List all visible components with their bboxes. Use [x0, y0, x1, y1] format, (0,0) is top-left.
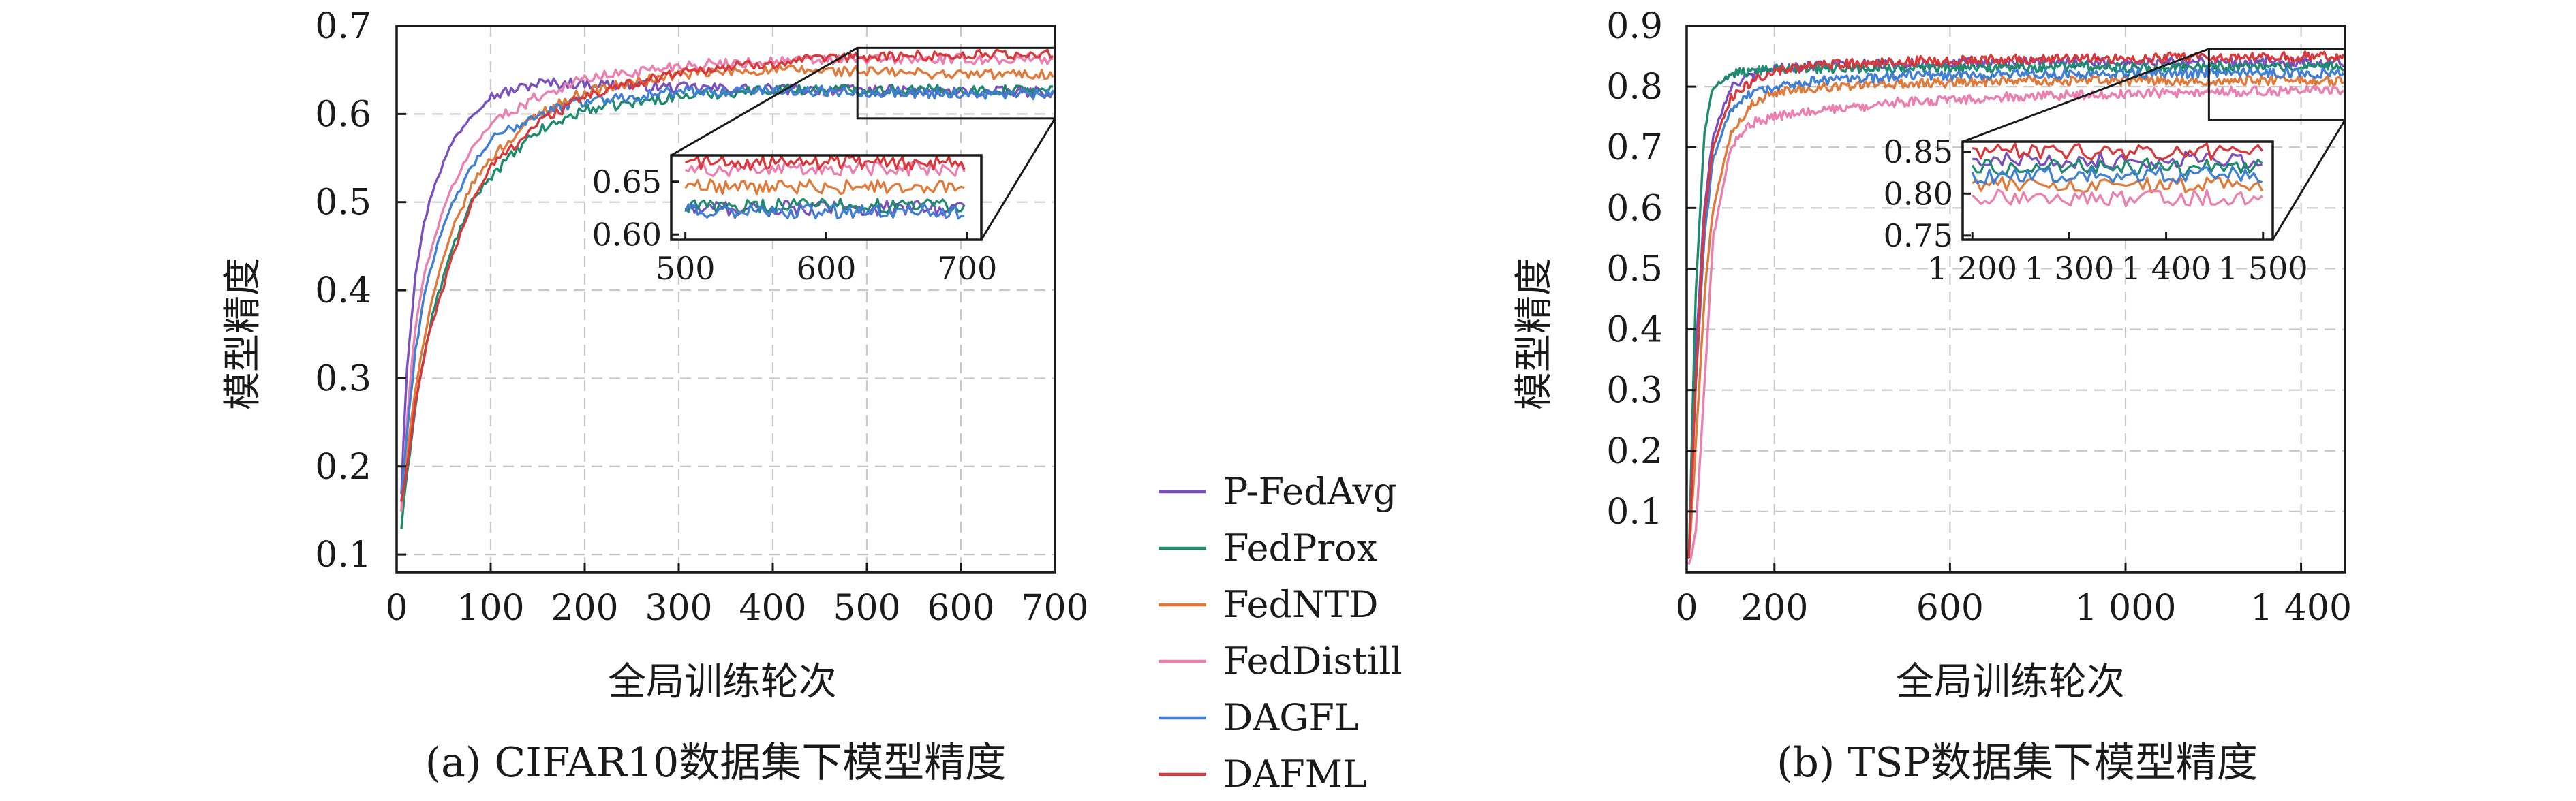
series-line-dagfl: [400, 84, 1054, 502]
chart-b-ylabel: 模型精度: [1512, 257, 1557, 410]
plot-frame: [395, 25, 1056, 574]
y-tick-label: 0.2: [1606, 431, 1663, 472]
inset-series-line-dagfl: [1971, 166, 2263, 185]
inset-series-line-fedntd: [1972, 176, 2264, 194]
inset-series-line-fedprox: [1971, 157, 2263, 176]
chart-a-ylabel: 模型精度: [221, 257, 265, 410]
inset-series-line-dafml: [1972, 142, 2263, 161]
inset-y-tick-label: 0.60: [592, 216, 662, 253]
y-tick-label: 0.1: [315, 535, 371, 576]
chart-b-series: [1687, 50, 2345, 565]
y-tick-label: 0.6: [315, 94, 371, 135]
inset-series-line-feddistill: [1972, 188, 2263, 208]
y-tick-label: 0.6: [1606, 188, 1663, 229]
zoom-connector: [980, 118, 1056, 240]
chart-b-axes: 0 200 600 1 000 1 400 0.1 0.2 0.3 0.4 0.5 0.6 0.7 0.…: [1606, 6, 2352, 629]
inset-x-tick-label: 1 400: [2121, 250, 2211, 287]
chart-b-grid: [1685, 25, 2345, 572]
chart-b-xlabel: 全局训练轮次: [1896, 660, 2125, 704]
x-tick-label: 600: [927, 588, 994, 629]
legend-label: P-FedAvg: [1223, 470, 1397, 513]
zoom-connector: [2271, 119, 2346, 240]
y-tick-label: 0.2: [315, 447, 371, 488]
legend-item: FedNTD: [1159, 583, 1379, 626]
inset-series-line-dafml: [685, 154, 966, 171]
inset-series-line-fedprox: [684, 198, 966, 215]
legend-item: DAFML: [1159, 753, 1367, 796]
legend-label: FedNTD: [1223, 583, 1379, 626]
x-tick-label: 300: [645, 588, 712, 629]
x-tick-label: 1 000: [2075, 588, 2177, 629]
legend: P-FedAvg FedProx FedNTD FedDistill DAGFL…: [1159, 470, 1402, 796]
y-tick-label: 0.3: [1606, 371, 1663, 411]
x-tick-label: 700: [1021, 588, 1088, 629]
chart-b-inset: 1 200 1 300 1 400 1 500 0.75 0.80 0.85: [1884, 134, 2308, 287]
y-tick-label: 0.5: [1606, 249, 1663, 289]
inset-x-tick-label: 1 300: [2025, 250, 2115, 287]
x-tick-label: 0: [385, 588, 408, 629]
y-tick-label: 0.4: [315, 270, 371, 311]
x-tick-label: 200: [551, 588, 618, 629]
legend-item: DAGFL: [1159, 696, 1359, 739]
inset-series-line-fedntd: [684, 178, 965, 195]
chart-a: 500 600 700 0.60 0.65 0 100 200 300 400 500 600 700…: [221, 6, 1089, 787]
legend-label: FedProx: [1223, 527, 1377, 569]
x-tick-label: 200: [1741, 588, 1808, 629]
inset-y-tick-label: 0.65: [592, 163, 662, 200]
chart-a-series: [400, 48, 1054, 530]
inset-x-tick-label: 1 200: [1927, 250, 2017, 287]
x-tick-label: 600: [1916, 588, 1984, 629]
series-line-fedprox: [1687, 61, 2345, 559]
chart-a-inset: 500 600 700 0.60 0.65: [592, 154, 997, 287]
inset-x-tick-label: 500: [656, 250, 716, 287]
inset-x-tick-label: 1 500: [2218, 250, 2308, 287]
series-line-p-fedavg: [1687, 56, 2345, 559]
y-tick-label: 0.7: [315, 6, 371, 47]
y-tick-label: 0.3: [315, 358, 371, 399]
y-tick-label: 0.1: [1606, 492, 1663, 533]
inset-frame: [1961, 140, 2274, 241]
series-line-dagfl: [1687, 67, 2345, 559]
x-tick-label: 0: [1675, 588, 1698, 629]
x-tick-label: 1 400: [2250, 588, 2352, 629]
zoom-connector: [1962, 48, 2209, 143]
x-tick-label: 500: [833, 588, 900, 629]
chart-a-axes: 0 100 200 300 400 500 600 700 0.1 0.2 0.3 0.4 0.5 0.6…: [315, 6, 1088, 629]
chart-a-caption: (a) CIFAR10数据集下模型精度: [425, 739, 1007, 787]
x-tick-label: 400: [739, 588, 806, 629]
y-tick-label: 0.9: [1606, 6, 1663, 47]
series-line-feddistill: [400, 52, 1054, 512]
plot-frame: [1685, 25, 2346, 574]
legend-item: FedDistill: [1159, 640, 1402, 682]
legend-item: FedProx: [1159, 527, 1377, 569]
chart-b-caption: (b) TSP数据集下模型精度: [1777, 739, 2258, 787]
y-tick-label: 0.7: [1606, 127, 1663, 168]
inset-x-tick-label: 600: [797, 250, 857, 287]
series-line-fedntd: [1687, 74, 2344, 559]
zoom-connector: [671, 47, 858, 157]
y-tick-label: 0.5: [315, 183, 371, 223]
y-tick-label: 0.4: [1606, 310, 1663, 351]
x-tick-label: 100: [457, 588, 524, 629]
series-line-dafml: [400, 48, 1054, 502]
series-line-fedntd: [400, 64, 1054, 512]
inset-y-tick-label: 0.80: [1884, 175, 1953, 212]
legend-label: DAGFL: [1223, 696, 1359, 739]
inset-x-tick-label: 700: [937, 250, 997, 287]
legend-label: DAFML: [1223, 753, 1367, 796]
legend-label: FedDistill: [1223, 640, 1402, 682]
inset-y-tick-label: 0.85: [1884, 134, 1953, 170]
series-line-feddistill: [1687, 84, 2345, 565]
inset-y-tick-label: 0.75: [1884, 217, 1953, 254]
y-tick-label: 0.8: [1606, 67, 1663, 108]
inset-series-line-dagfl: [684, 202, 965, 220]
legend-item: P-FedAvg: [1159, 470, 1397, 513]
series-line-fedprox: [400, 83, 1054, 530]
series-line-dafml: [1687, 50, 2345, 558]
chart-a-xlabel: 全局训练轮次: [608, 660, 837, 704]
chart-a-grid: [395, 25, 1056, 572]
inset-series-line-p-fedavg: [1972, 151, 2263, 170]
